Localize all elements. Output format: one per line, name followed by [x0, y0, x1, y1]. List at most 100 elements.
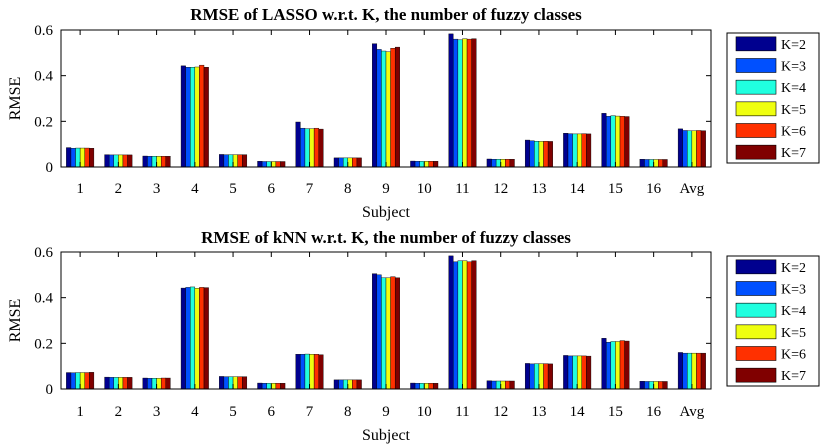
bar-K=7-5 — [242, 154, 248, 168]
y-tick-label: 0 — [46, 382, 54, 398]
bar-K=4-1 — [75, 372, 81, 390]
x-tick-label: 6 — [268, 181, 276, 197]
bar-K=6-7 — [313, 354, 319, 390]
bar-K=2-4 — [180, 65, 186, 168]
bar-K=7-1 — [89, 372, 95, 390]
y-tick-label: 0.2 — [34, 336, 53, 352]
bar-K=4-8 — [342, 379, 348, 390]
bar-K=2-2 — [104, 154, 110, 168]
bar-K=7-12 — [509, 159, 515, 168]
bar-K=5-14 — [576, 133, 582, 168]
bar-K=7-5 — [242, 376, 248, 390]
bar-K=3-11 — [453, 261, 459, 390]
x-tick-label: 2 — [115, 404, 123, 420]
y-axis-label: RMSE — [7, 77, 24, 121]
bar-K=5-Avg — [691, 130, 697, 168]
bar-K=5-6 — [271, 383, 277, 390]
x-tick-label: 13 — [531, 404, 546, 420]
bar-K=5-1 — [79, 147, 85, 168]
bar-K=5-8 — [347, 379, 353, 390]
legend-box — [726, 32, 820, 164]
bar-K=3-13 — [529, 140, 535, 168]
bar-K=6-6 — [275, 161, 281, 168]
bar-K=3-15 — [606, 341, 612, 390]
bar-K=7-3 — [165, 156, 171, 168]
bar-K=4-1 — [75, 147, 81, 168]
bar-K=2-15 — [601, 338, 607, 390]
bar-K=6-4 — [199, 64, 205, 168]
bar-K=5-12 — [500, 380, 506, 390]
x-tick-label: 3 — [153, 181, 161, 197]
x-tick-label: 14 — [570, 404, 586, 420]
bar-K=7-6 — [280, 383, 286, 390]
bar-K=3-15 — [606, 116, 612, 168]
bar-K=3-Avg — [682, 352, 688, 390]
legend-label: K=3 — [781, 283, 806, 298]
legend-label: K=4 — [781, 81, 806, 96]
bar-K=3-7 — [300, 354, 306, 390]
chart-title: RMSE of LASSO w.r.t. K, the number of fu… — [190, 5, 582, 24]
legend-swatch-K=4 — [735, 79, 777, 95]
bar-K=5-6 — [271, 161, 277, 168]
x-tick-label: Avg — [680, 181, 705, 197]
bar-K=4-Avg — [687, 352, 693, 390]
bar-K=4-2 — [113, 154, 119, 168]
bar-K=3-16 — [644, 381, 650, 390]
bar-K=7-9 — [394, 277, 400, 390]
bar-K=6-7 — [313, 127, 319, 168]
bar-K=6-2 — [122, 377, 128, 390]
bar-K=2-6 — [257, 161, 263, 168]
bar-K=4-12 — [495, 159, 501, 168]
bar-K=2-1 — [66, 372, 72, 390]
x-tick-label: 12 — [493, 404, 508, 420]
bar-K=5-13 — [538, 363, 544, 390]
bar-K=3-5 — [223, 154, 229, 168]
bar-K=2-Avg — [677, 352, 683, 390]
x-tick-label: 8 — [344, 404, 352, 420]
legend-swatch-K=5 — [735, 324, 777, 340]
bar-K=4-Avg — [687, 130, 693, 168]
bar-K=6-16 — [658, 381, 664, 390]
bar-K=5-16 — [653, 381, 659, 390]
bar-K=7-9 — [394, 46, 400, 168]
bar-K=7-1 — [89, 148, 95, 168]
legend-swatch-K=6 — [735, 346, 777, 361]
bar-K=2-12 — [486, 380, 492, 390]
bar-K=3-5 — [223, 376, 229, 390]
bar-K=2-Avg — [677, 128, 683, 168]
x-tick-label: 15 — [608, 404, 623, 420]
bar-K=4-5 — [228, 154, 234, 168]
bar-K=6-15 — [619, 116, 625, 168]
bar-K=3-14 — [567, 133, 573, 168]
bar-K=7-10 — [433, 383, 439, 390]
bar-K=7-8 — [356, 157, 362, 168]
x-tick-label: 7 — [306, 181, 314, 197]
bar-K=2-14 — [563, 355, 569, 390]
bar-K=5-3 — [156, 156, 162, 168]
bar-K=2-16 — [639, 381, 645, 390]
bar-K=3-2 — [108, 154, 114, 168]
bar-K=4-13 — [534, 140, 540, 168]
legend-label: K=6 — [781, 348, 806, 363]
bar-K=2-10 — [410, 160, 416, 168]
bar-K=6-4 — [199, 287, 205, 390]
bar-K=3-1 — [70, 148, 76, 168]
bar-K=3-13 — [529, 363, 535, 390]
bar-K=3-3 — [147, 156, 153, 168]
bar-K=6-11 — [466, 38, 472, 168]
bar-K=5-5 — [232, 376, 238, 390]
bar-K=6-9 — [390, 276, 396, 390]
bar-K=6-15 — [619, 340, 625, 390]
bar-K=3-14 — [567, 355, 573, 390]
bar-K=6-5 — [237, 376, 243, 390]
chart-title: RMSE of kNN w.r.t. K, the number of fuzz… — [201, 228, 571, 247]
x-tick-label: 15 — [608, 181, 623, 197]
legend: K=2 K=3 K=4 K=5 K=6 K=7 — [726, 255, 820, 387]
y-tick-label: 0 — [46, 160, 54, 176]
bar-K=2-15 — [601, 113, 607, 168]
y-axis-label: RMSE — [7, 299, 24, 343]
y-tick-label: 0.6 — [34, 23, 53, 39]
bar-K=7-4 — [203, 287, 209, 390]
legend-swatch-K=3 — [735, 58, 777, 73]
bar-K=7-3 — [165, 377, 171, 390]
